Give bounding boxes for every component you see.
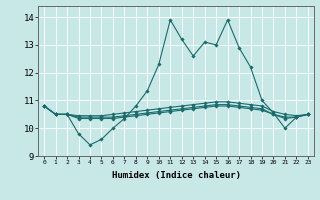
X-axis label: Humidex (Indice chaleur): Humidex (Indice chaleur) [111, 171, 241, 180]
